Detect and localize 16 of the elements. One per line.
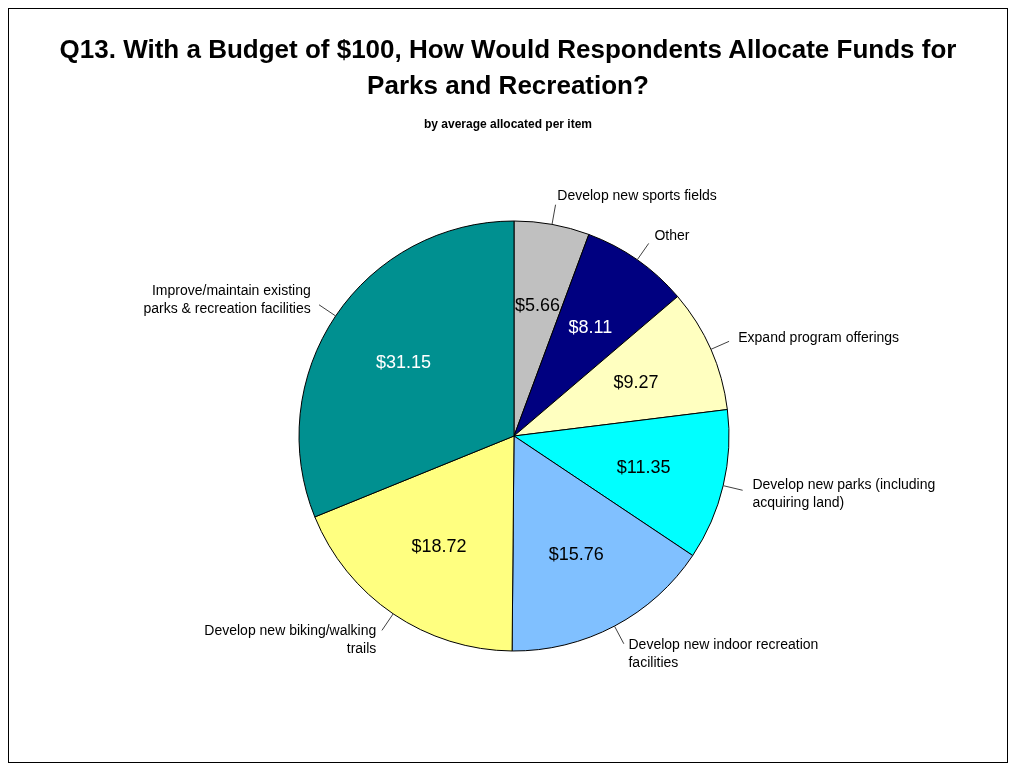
chart-title: Q13. With a Budget of $100, How Would Respondents Allocate Funds for Parks and Recreation? <box>58 33 958 102</box>
slice-label: Expand program offerings <box>738 329 900 346</box>
data-label: $5.66 <box>515 294 561 315</box>
chart-subtitle: by average allocated per item <box>422 117 594 131</box>
slice-label: Improve/maintain existing parks & recreation facilities <box>143 282 311 317</box>
data-label: $9.27 <box>613 372 659 393</box>
data-label: $15.76 <box>548 543 604 564</box>
slice-label: Develop new parks (including acquiring land) <box>752 475 936 510</box>
slice-label: Develop new sports fields <box>557 186 717 203</box>
slice-label: Develop new indoor recreation facilities <box>628 635 819 670</box>
data-label: $8.11 <box>568 316 613 337</box>
slice-label: Develop new biking/walking trails <box>204 621 377 656</box>
data-label: $11.35 <box>616 456 671 477</box>
slice-label: Other <box>654 227 690 244</box>
data-label: $31.15 <box>375 351 431 372</box>
data-label: $18.72 <box>411 536 467 557</box>
